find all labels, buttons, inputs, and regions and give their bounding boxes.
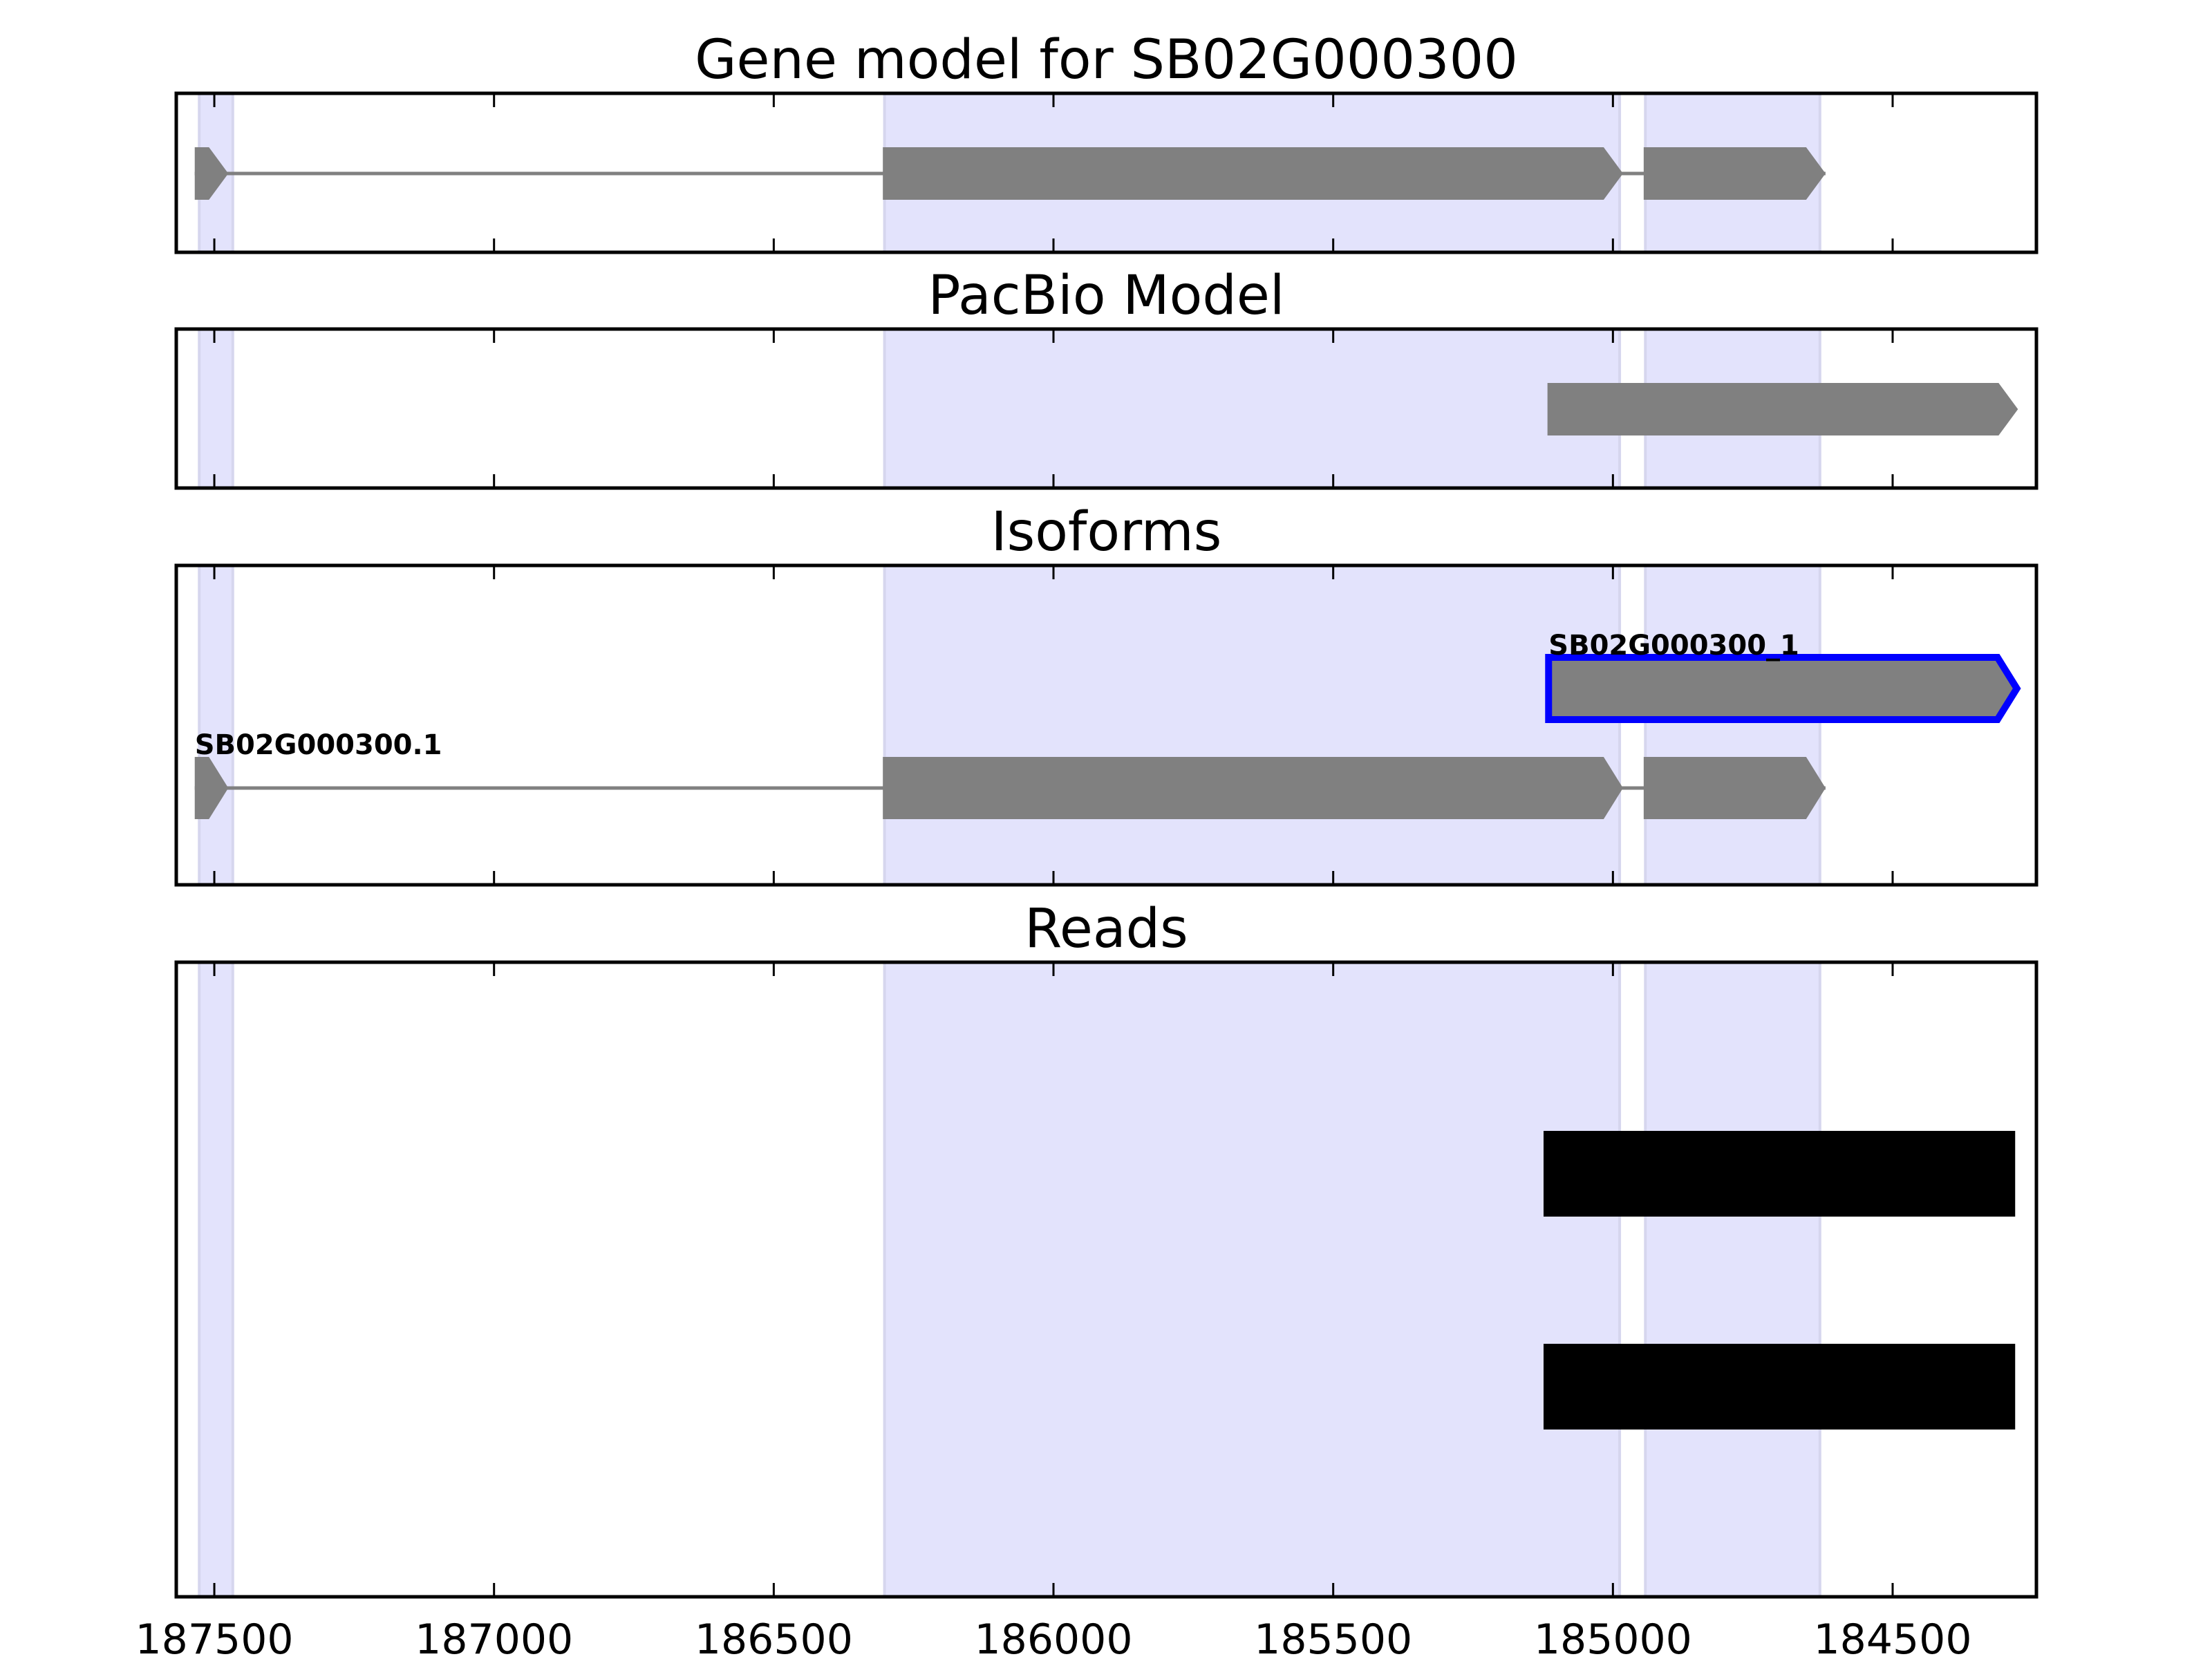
panel-title: Isoforms [991, 501, 1222, 563]
axes-frame [174, 960, 2038, 1599]
x-tick-label: 185000 [1534, 1615, 1692, 1659]
read-feature [1543, 1131, 2016, 1217]
axes-frame [174, 327, 2038, 490]
gene-feature [1547, 383, 2018, 435]
axes-frame [174, 91, 2038, 254]
x-tick-label: 186500 [695, 1615, 853, 1659]
exon-arrow [194, 757, 229, 819]
panel-title: PacBio Model [928, 265, 1284, 327]
exon-arrow [1643, 757, 1826, 819]
exon-arrow [194, 147, 229, 200]
gene-feature [194, 147, 1826, 200]
exon-arrow [1643, 147, 1826, 200]
axes-frame [174, 563, 2038, 887]
exon-region-shade [198, 564, 234, 886]
x-tick-label: 187500 [135, 1615, 294, 1659]
exon-region-shade [883, 564, 1622, 886]
exon-region-shade [1644, 564, 1821, 886]
panel-0: Gene model for SB02G000300 [174, 29, 2038, 254]
read-feature [1543, 1344, 2016, 1430]
panel-3: Reads [174, 898, 2038, 1599]
panel-1: PacBio Model [174, 265, 2038, 490]
exon-region-shade [198, 328, 234, 489]
gene-feature: SB02G000300_1 [1545, 630, 2021, 723]
read-bar [1543, 1344, 2016, 1430]
isoform-label: SB02G000300_1 [1548, 630, 1799, 662]
panel-title: Reads [1024, 898, 1188, 960]
gene-feature: SB02G000300.1 [194, 729, 1826, 819]
exon-region-shade [883, 328, 1622, 489]
panel-title: Gene model for SB02G000300 [695, 29, 1518, 91]
exon-region-shade [198, 961, 234, 1598]
x-tick-label: 187000 [415, 1615, 573, 1659]
x-tick-label: 185500 [1254, 1615, 1412, 1659]
read-bar [1543, 1131, 2016, 1217]
isoform-label: SB02G000300.1 [195, 729, 442, 761]
x-tick-label: 186000 [974, 1615, 1132, 1659]
exon-region-shade [1644, 961, 1821, 1598]
exon-arrow [1547, 383, 2018, 435]
exon-region-shade [883, 961, 1622, 1598]
exon-arrow [1545, 654, 2021, 723]
x-tick-label: 184500 [1813, 1615, 1971, 1659]
exon-arrow [883, 147, 1623, 200]
exon-arrow [883, 757, 1623, 819]
panel-2: SB02G000300_1 SB02G000300.1 Isoforms [174, 501, 2038, 887]
